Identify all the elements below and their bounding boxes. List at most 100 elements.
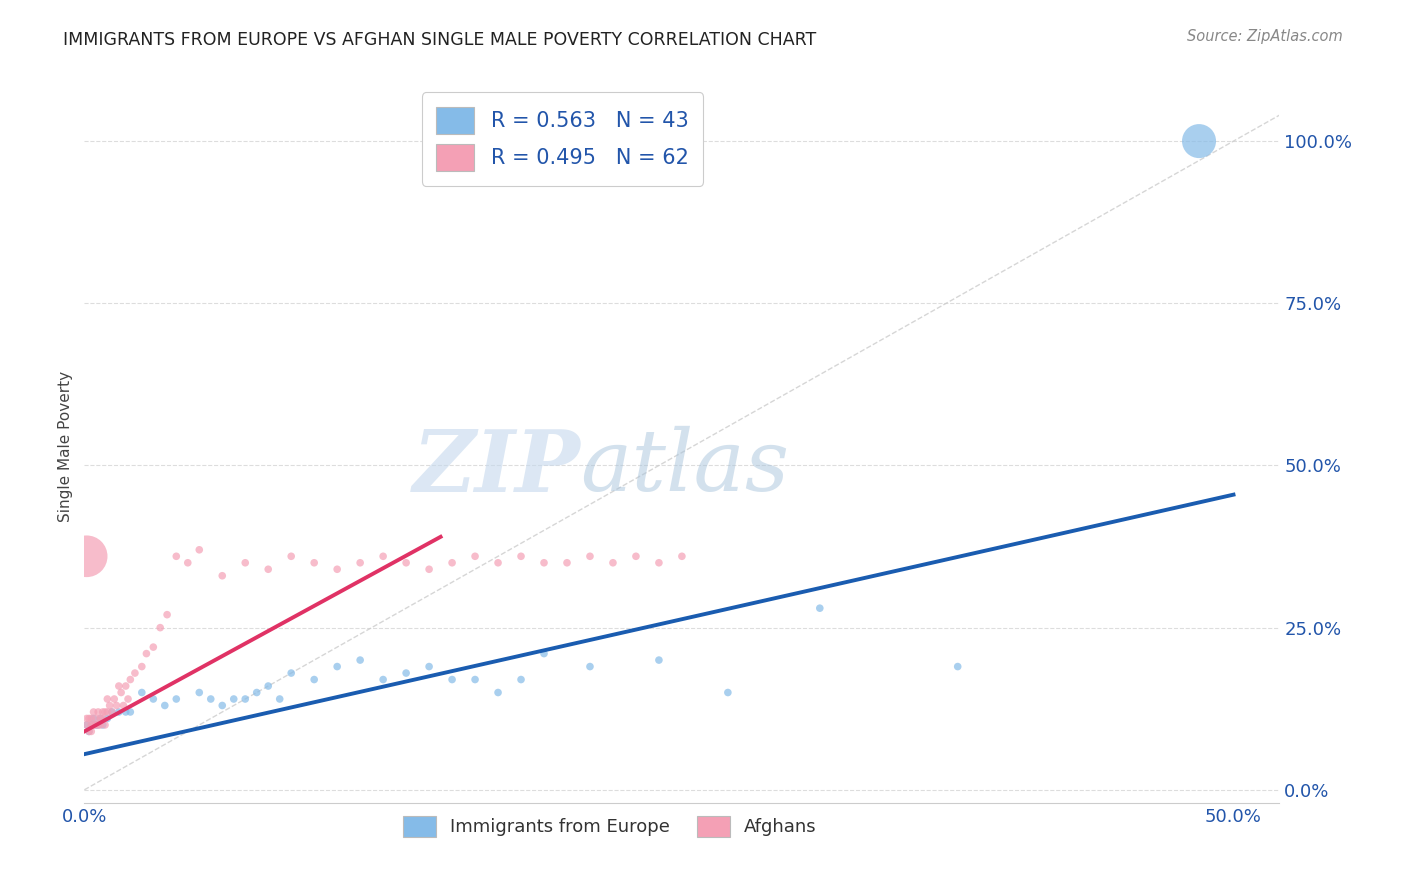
- Point: [135, 647, 157, 661]
- Point: [153, 698, 176, 713]
- Point: [464, 549, 486, 564]
- Point: [89, 718, 111, 732]
- Point: [76, 549, 98, 564]
- Text: IMMIGRANTS FROM EUROPE VS AFGHAN SINGLE MALE POVERTY CORRELATION CHART: IMMIGRANTS FROM EUROPE VS AFGHAN SINGLE …: [63, 31, 817, 49]
- Point: [83, 718, 105, 732]
- Point: [156, 607, 179, 622]
- Point: [77, 724, 100, 739]
- Point: [349, 653, 371, 667]
- Point: [257, 562, 280, 576]
- Point: [80, 724, 103, 739]
- Point: [77, 724, 100, 739]
- Point: [177, 556, 200, 570]
- Point: [326, 659, 349, 673]
- Point: [89, 711, 111, 725]
- Point: [671, 549, 693, 564]
- Point: [89, 711, 111, 725]
- Point: [211, 698, 233, 713]
- Point: [112, 698, 135, 713]
- Point: [80, 718, 103, 732]
- Point: [373, 673, 395, 687]
- Point: [87, 718, 110, 732]
- Point: [211, 568, 233, 582]
- Point: [84, 711, 107, 725]
- Point: [257, 679, 280, 693]
- Point: [188, 685, 211, 699]
- Y-axis label: Single Male Poverty: Single Male Poverty: [58, 370, 73, 522]
- Point: [280, 549, 302, 564]
- Point: [120, 673, 142, 687]
- Point: [76, 718, 98, 732]
- Point: [94, 705, 117, 719]
- Point: [83, 705, 105, 719]
- Point: [77, 711, 100, 725]
- Point: [510, 549, 533, 564]
- Point: [808, 601, 831, 615]
- Point: [120, 705, 142, 719]
- Point: [395, 666, 418, 681]
- Point: [555, 556, 578, 570]
- Text: Source: ZipAtlas.com: Source: ZipAtlas.com: [1187, 29, 1343, 44]
- Point: [131, 659, 153, 673]
- Point: [96, 711, 118, 725]
- Point: [96, 692, 118, 706]
- Point: [165, 549, 187, 564]
- Point: [91, 711, 114, 725]
- Point: [110, 685, 132, 699]
- Text: atlas: atlas: [581, 426, 789, 508]
- Point: [76, 711, 98, 725]
- Point: [533, 647, 555, 661]
- Text: ZIP: ZIP: [412, 425, 581, 509]
- Point: [105, 698, 128, 713]
- Point: [96, 705, 118, 719]
- Point: [302, 556, 325, 570]
- Point: [142, 640, 165, 654]
- Point: [302, 673, 325, 687]
- Point: [579, 549, 602, 564]
- Point: [1188, 134, 1211, 148]
- Point: [98, 698, 121, 713]
- Point: [349, 556, 371, 570]
- Point: [94, 718, 117, 732]
- Point: [87, 705, 110, 719]
- Point: [101, 705, 124, 719]
- Point: [103, 692, 125, 706]
- Point: [624, 549, 647, 564]
- Point: [579, 659, 602, 673]
- Point: [441, 673, 464, 687]
- Point: [188, 542, 211, 557]
- Point: [648, 653, 671, 667]
- Point: [117, 692, 139, 706]
- Point: [418, 562, 440, 576]
- Point: [602, 556, 624, 570]
- Point: [76, 718, 98, 732]
- Point: [108, 679, 131, 693]
- Point: [142, 692, 165, 706]
- Point: [246, 685, 269, 699]
- Point: [946, 659, 969, 673]
- Point: [80, 711, 103, 725]
- Point: [84, 718, 107, 732]
- Point: [91, 718, 114, 732]
- Point: [108, 705, 131, 719]
- Point: [149, 621, 172, 635]
- Point: [84, 718, 107, 732]
- Point: [200, 692, 222, 706]
- Point: [418, 659, 440, 673]
- Point: [83, 711, 105, 725]
- Point: [717, 685, 740, 699]
- Point: [373, 549, 395, 564]
- Point: [91, 705, 114, 719]
- Point: [486, 685, 509, 699]
- Point: [124, 666, 146, 681]
- Point: [648, 556, 671, 570]
- Point: [280, 666, 302, 681]
- Point: [441, 556, 464, 570]
- Point: [533, 556, 555, 570]
- Point: [326, 562, 349, 576]
- Point: [395, 556, 418, 570]
- Point: [114, 679, 136, 693]
- Point: [80, 718, 103, 732]
- Point: [114, 705, 136, 719]
- Point: [233, 556, 256, 570]
